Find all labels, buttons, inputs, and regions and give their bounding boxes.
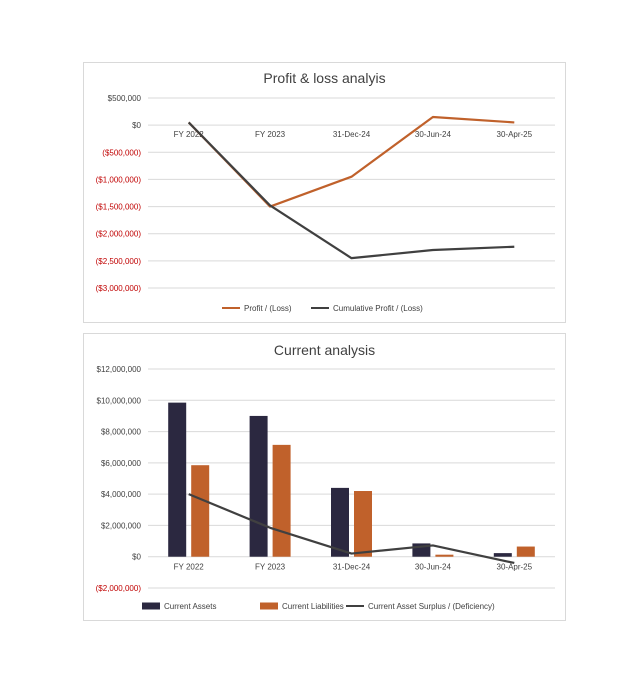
- x-tick-label: 31-Dec-24: [333, 130, 371, 139]
- bar-current-liabilities: [191, 465, 210, 557]
- bar-current-liabilities: [435, 554, 454, 557]
- y-tick-label: ($1,000,000): [96, 175, 142, 184]
- x-tick-label: 30-Jun-24: [415, 563, 452, 572]
- legend-swatch: [260, 602, 278, 610]
- legend-label: Current Assets: [164, 602, 216, 611]
- legend-label: Cumulative Profit / (Loss): [333, 304, 423, 313]
- x-tick-label: FY 2022: [174, 130, 205, 139]
- x-tick-label: 30-Jun-24: [415, 130, 452, 139]
- y-tick-label: $500,000: [108, 94, 142, 103]
- y-tick-label: ($3,000,000): [96, 284, 142, 293]
- chart-title: Current analysis: [274, 342, 375, 358]
- y-tick-label: $4,000,000: [101, 490, 142, 499]
- y-tick-label: ($2,000,000): [96, 584, 142, 593]
- y-tick-label: ($2,500,000): [96, 257, 142, 266]
- series-line-current-asset-surplus: [188, 493, 515, 565]
- bar-current-assets: [493, 553, 512, 557]
- y-tick-label: $0: [132, 121, 141, 130]
- x-tick-label: FY 2023: [255, 563, 286, 572]
- y-tick-label: $10,000,000: [97, 396, 142, 405]
- y-tick-label: ($2,000,000): [96, 230, 142, 239]
- legend-label: Current Asset Surplus / (Deficiency): [368, 602, 495, 611]
- bar-current-liabilities: [272, 444, 291, 557]
- x-tick-label: 30-Apr-25: [497, 130, 533, 139]
- profit-loss-chart-panel: Profit & loss analyis $500,000 $0 ($500,00…: [83, 62, 566, 323]
- y-tick-label: $8,000,000: [101, 428, 142, 437]
- y-tick-label: $6,000,000: [101, 459, 142, 468]
- bar-current-assets: [168, 402, 187, 557]
- legend-swatch: [142, 602, 160, 610]
- x-tick-label: 31-Dec-24: [333, 563, 371, 572]
- x-tick-label: 30-Apr-25: [497, 563, 533, 572]
- current-analysis-chart: Current analysis $12,000,000 $10,000,000 $…: [96, 342, 555, 611]
- y-tick-label: $12,000,000: [97, 365, 142, 374]
- x-tick-label: FY 2023: [255, 130, 286, 139]
- legend-label: Current Liabilities: [282, 602, 344, 611]
- bar-current-liabilities: [354, 491, 372, 557]
- series-line-cumulative-profit-loss: [187, 121, 515, 260]
- bar-current-assets: [331, 487, 349, 557]
- x-tick-label: FY 2022: [174, 563, 205, 572]
- bar-current-liabilities: [516, 546, 535, 557]
- legend-label: Profit / (Loss): [244, 304, 292, 313]
- y-tick-label: ($1,500,000): [96, 203, 142, 212]
- chart-title: Profit & loss analyis: [263, 70, 385, 86]
- bar-current-assets: [249, 415, 268, 557]
- current-analysis-chart-panel: Current analysis $12,000,000 $10,000,000 $…: [83, 333, 566, 621]
- profit-loss-chart: Profit & loss analyis $500,000 $0 ($500,00…: [96, 70, 555, 313]
- y-tick-label: $0: [132, 553, 141, 562]
- y-tick-label: ($500,000): [102, 148, 141, 157]
- y-tick-label: $2,000,000: [101, 521, 142, 530]
